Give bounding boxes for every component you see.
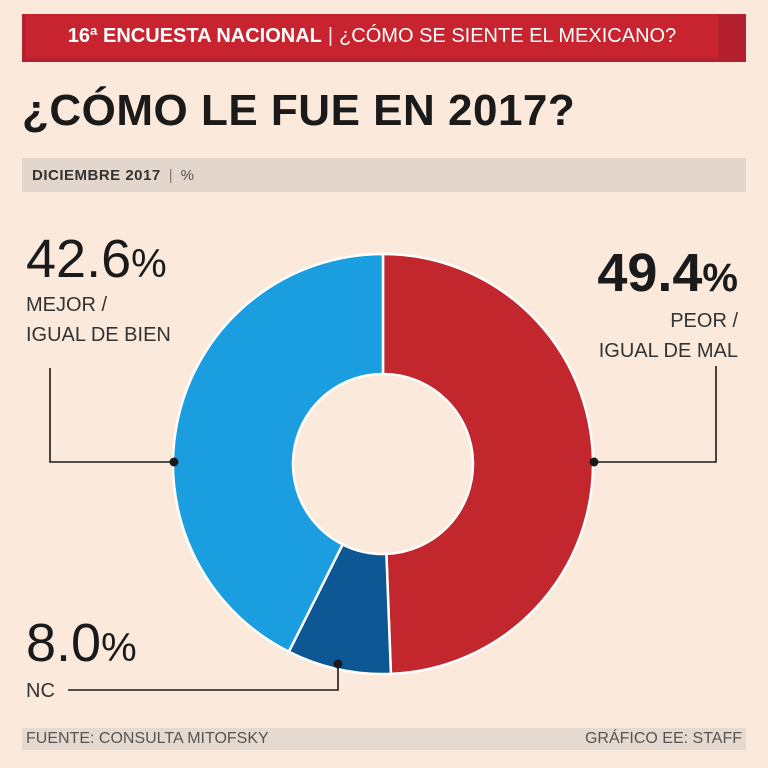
value-mejor-number: 42.6 — [26, 229, 132, 289]
leader-line-nc — [68, 664, 339, 691]
value-peor-number: 49.4 — [597, 243, 703, 303]
header-bar: 16ª ENCUESTA NACIONAL | ¿CÓMO SE SIENTE … — [26, 14, 718, 58]
survey-date: DICIEMBRE 2017 — [32, 166, 161, 184]
label-nc-line1: NC — [26, 680, 55, 702]
label-mejor-line1: MEJOR / — [26, 294, 108, 316]
credit-text: GRÁFICO EE: STAFF — [584, 730, 742, 747]
survey-label: 16ª ENCUESTA NACIONAL — [67, 24, 322, 47]
donut-slice-peor-igual-de-mal — [381, 252, 595, 676]
subheader-bar: DICIEMBRE 2017 | % — [22, 158, 746, 192]
value-peor: 49.4% — [597, 242, 738, 304]
label-peor-line1: PEOR / — [670, 310, 738, 332]
value-mejor-pct: % — [131, 242, 167, 286]
value-nc-pct: % — [101, 626, 137, 670]
label-peor: PEOR / IGUAL DE MAL — [599, 306, 738, 366]
donut-slice-mejor-igual-de-bien — [171, 252, 385, 654]
footer-bar: FUENTE: CONSULTA MITOFSKY GRÁFICO EE: ST… — [22, 728, 746, 750]
label-peor-line2: IGUAL DE MAL — [598, 340, 738, 362]
survey-question: ¿CÓMO SE SIENTE EL MEXICANO? — [339, 24, 677, 47]
leader-dot-mejor — [169, 457, 179, 467]
label-mejor-line2: IGUAL DE BIEN — [26, 324, 171, 346]
value-peor-pct: % — [702, 256, 738, 300]
leader-dot-nc — [333, 659, 343, 669]
chart-title: ¿CÓMO LE FUE EN 2017? — [22, 86, 576, 135]
value-nc-number: 8.0 — [26, 613, 102, 673]
subheader-separator: | — [168, 166, 173, 184]
header-separator: | — [327, 24, 334, 47]
leader-dot-peor — [589, 457, 599, 467]
leader-line-peor — [594, 366, 717, 463]
label-mejor: MEJOR / IGUAL DE BIEN — [26, 290, 171, 350]
leader-line-mejor — [49, 368, 174, 463]
value-mejor: 42.6% — [26, 228, 167, 290]
label-nc: NC — [26, 676, 55, 706]
unit-label: % — [180, 166, 194, 184]
source-text: FUENTE: CONSULTA MITOFSKY — [26, 730, 269, 747]
value-nc: 8.0% — [26, 612, 137, 674]
